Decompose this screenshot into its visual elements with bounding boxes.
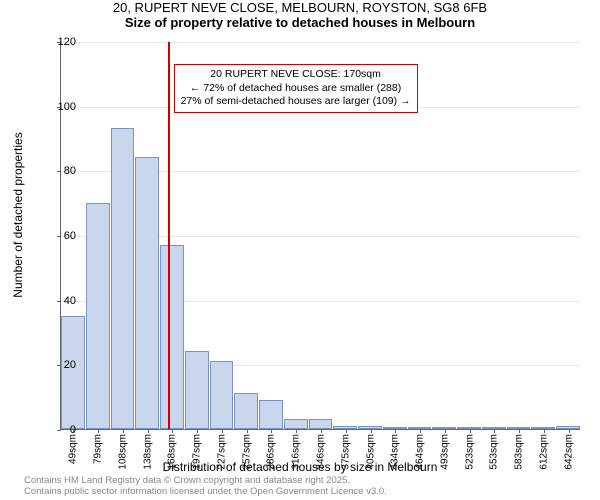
x-tick-mark	[371, 429, 372, 433]
chart-title-address: 20, RUPERT NEVE CLOSE, MELBOURN, ROYSTON…	[0, 0, 600, 15]
x-tick-mark	[395, 429, 396, 433]
y-tick-label: 80	[46, 165, 76, 177]
attribution-footer: Contains HM Land Registry data © Crown c…	[24, 476, 387, 498]
histogram-bar	[86, 203, 110, 429]
histogram-chart: 49sqm79sqm108sqm138sqm168sqm197sqm227sqm…	[60, 42, 580, 430]
histogram-bar	[234, 393, 258, 429]
x-tick-mark	[544, 429, 545, 433]
chart-title-desc: Size of property relative to detached ho…	[0, 15, 600, 30]
y-axis-label: Number of detached properties	[11, 132, 25, 297]
callout-line1: 20 RUPERT NEVE CLOSE: 170sqm	[210, 68, 381, 80]
x-tick-mark	[321, 429, 322, 433]
x-tick-mark	[445, 429, 446, 433]
x-tick-mark	[197, 429, 198, 433]
x-axis-label: Distribution of detached houses by size …	[0, 460, 600, 474]
x-tick-mark	[222, 429, 223, 433]
histogram-bar	[135, 157, 159, 429]
y-tick-label: 40	[46, 295, 76, 307]
histogram-bar	[185, 351, 209, 429]
histogram-bar	[210, 361, 234, 429]
y-tick-label: 60	[46, 230, 76, 242]
x-tick-mark	[569, 429, 570, 433]
footer-line1: Contains HM Land Registry data © Crown c…	[24, 475, 350, 486]
callout-line2: ← 72% of detached houses are smaller (28…	[190, 82, 401, 94]
x-tick-mark	[148, 429, 149, 433]
x-tick-mark	[420, 429, 421, 433]
histogram-bar	[284, 419, 308, 429]
x-tick-mark	[271, 429, 272, 433]
y-tick-label: 20	[46, 359, 76, 371]
x-tick-mark	[247, 429, 248, 433]
x-tick-mark	[346, 429, 347, 433]
histogram-bar	[111, 128, 135, 429]
gridline	[61, 42, 580, 43]
property-callout: 20 RUPERT NEVE CLOSE: 170sqm ← 72% of det…	[174, 64, 418, 113]
property-marker-line	[168, 42, 170, 429]
x-tick-mark	[494, 429, 495, 433]
histogram-bar	[61, 316, 85, 429]
x-tick-mark	[296, 429, 297, 433]
callout-line3: 27% of semi-detached houses are larger (…	[181, 95, 411, 107]
x-tick-mark	[123, 429, 124, 433]
x-tick-mark	[98, 429, 99, 433]
histogram-bar	[259, 400, 283, 429]
histogram-bar	[309, 419, 333, 429]
footer-line2: Contains public sector information licen…	[24, 486, 387, 497]
x-tick-mark	[470, 429, 471, 433]
y-tick-label: 100	[46, 101, 76, 113]
y-tick-label: 0	[46, 424, 76, 436]
x-tick-mark	[519, 429, 520, 433]
x-tick-mark	[172, 429, 173, 433]
histogram-bar	[160, 245, 184, 429]
y-tick-label: 120	[46, 36, 76, 48]
